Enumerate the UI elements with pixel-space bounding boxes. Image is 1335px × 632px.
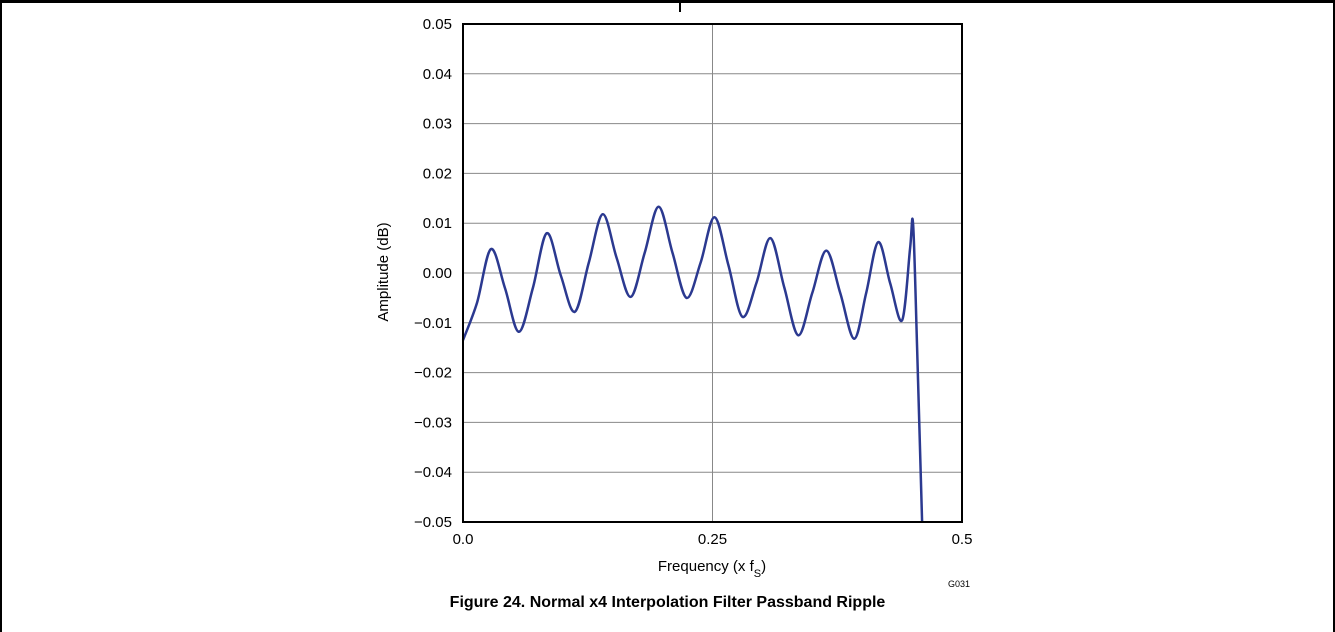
y-tick-label: 0.03 (423, 116, 452, 133)
y-tick-label: 0.05 (423, 16, 452, 33)
page-right-rule (1333, 0, 1335, 632)
curve-layer (461, 205, 924, 523)
y-tick-label: 0.02 (423, 165, 452, 182)
ripple-curve (461, 205, 924, 523)
y-tick-label: 0.04 (423, 66, 452, 83)
page-top-rule (0, 0, 1335, 3)
figure-caption: Figure 24. Normal x4 Interpolation Filte… (449, 594, 886, 611)
y-tick-label: 0.01 (423, 215, 452, 232)
y-tick-label: −0.05 (414, 514, 452, 531)
y-tick-label: −0.03 (414, 414, 452, 431)
x-axis-title: Frequency (x fS) (658, 558, 766, 580)
y-tick-label: 0.00 (423, 265, 452, 282)
column-divider (679, 0, 681, 12)
page-left-rule (0, 0, 2, 632)
figure-code-label: G031 (948, 579, 970, 589)
y-tick-label: −0.02 (414, 365, 452, 382)
y-tick-labels: 0.05 0.04 0.03 0.02 0.01 0.00 −0.01 −0.02 −0.03 −… (414, 16, 452, 531)
x-tick-label: 0.0 (453, 531, 474, 548)
y-tick-label: −0.01 (414, 315, 452, 332)
passband-ripple-chart: 0.0 0.25 0.5 0.05 0.04 0.03 0.02 0.01 0.00 −0.01… (375, 16, 973, 589)
y-tick-label: −0.04 (414, 464, 452, 481)
x-tick-label: 0.5 (952, 531, 973, 548)
x-tick-labels: 0.0 0.25 0.5 (453, 531, 973, 548)
plot-frame (462, 23, 963, 523)
y-axis-title: Amplitude (dB) (375, 222, 392, 321)
x-tick-label: 0.25 (698, 531, 727, 548)
